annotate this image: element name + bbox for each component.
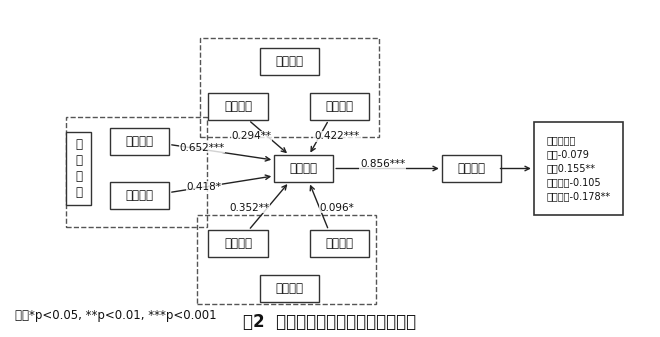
FancyBboxPatch shape — [310, 93, 370, 120]
FancyBboxPatch shape — [209, 93, 267, 120]
Text: 分享行为: 分享行为 — [457, 162, 485, 175]
Text: 感知收益: 感知收益 — [125, 189, 153, 202]
FancyBboxPatch shape — [442, 155, 501, 182]
FancyBboxPatch shape — [310, 230, 370, 257]
Text: 感知有用: 感知有用 — [224, 100, 252, 113]
FancyBboxPatch shape — [209, 230, 267, 257]
Text: 0.856***: 0.856*** — [360, 159, 405, 170]
Text: 环境因素: 环境因素 — [275, 282, 303, 295]
Text: 0.422***: 0.422*** — [314, 131, 359, 141]
Text: 注：*p<0.05, **p<0.01, ***p<0.001: 注：*p<0.05, **p<0.01, ***p<0.001 — [15, 309, 216, 322]
Text: 分享意愿: 分享意愿 — [290, 162, 317, 175]
FancyBboxPatch shape — [274, 155, 333, 182]
Text: 自我效能: 自我效能 — [125, 135, 153, 148]
Text: 价
值
因
素: 价 值 因 素 — [75, 138, 82, 199]
Text: 信息质量: 信息质量 — [326, 100, 354, 113]
Text: 0.294**: 0.294** — [231, 131, 271, 141]
FancyBboxPatch shape — [534, 122, 623, 215]
FancyBboxPatch shape — [67, 132, 92, 205]
Text: 态度因素: 态度因素 — [275, 55, 303, 68]
Text: 群聚效应: 群聚效应 — [326, 237, 354, 250]
Text: 社会支持: 社会支持 — [224, 237, 252, 250]
FancyBboxPatch shape — [259, 275, 319, 302]
Text: 0.652***: 0.652*** — [180, 143, 224, 153]
Text: 0.352**: 0.352** — [230, 203, 270, 213]
FancyBboxPatch shape — [110, 128, 169, 155]
Text: 图2  结构方程模型的标准化路径系数: 图2 结构方程模型的标准化路径系数 — [244, 313, 416, 331]
Text: 0.418*: 0.418* — [186, 182, 221, 192]
FancyBboxPatch shape — [259, 48, 319, 75]
FancyBboxPatch shape — [110, 182, 169, 209]
Text: 0.096*: 0.096* — [319, 203, 354, 213]
Text: 控制变量：
性别-0.079
年龄0.155**
教育程度-0.105
自感健康-0.178**: 控制变量： 性别-0.079 年龄0.155** 教育程度-0.105 自感健康… — [546, 135, 611, 202]
